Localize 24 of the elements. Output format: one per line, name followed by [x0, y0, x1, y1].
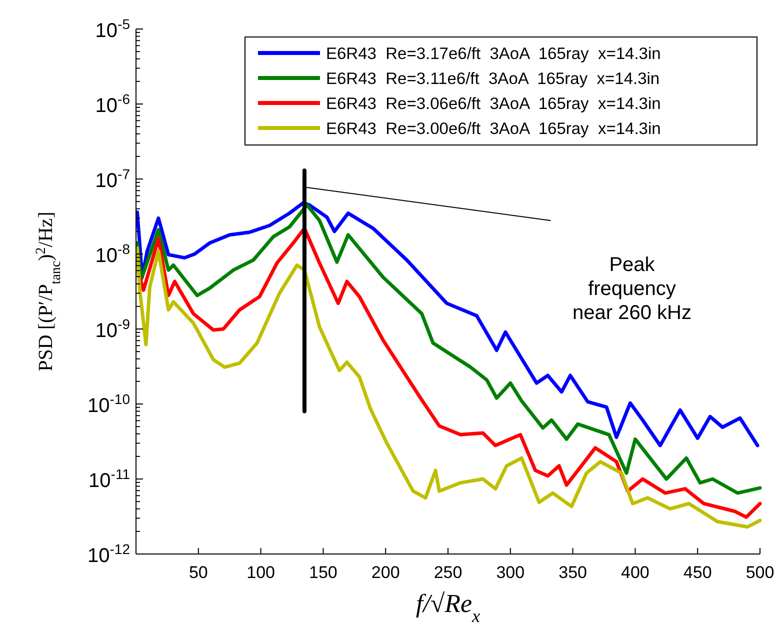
y-tick-label: 10$^{-6}$ — [95, 91, 130, 117]
legend-label: E6R43 Re=3.00e6/ft 3AoA 165ray x=14.3in — [326, 120, 661, 138]
y-tick-label: 10$^{-5}$ — [95, 16, 130, 42]
x-axis-title: f/√Re$_{x}$ — [416, 589, 480, 625]
y-tick-label: 10$^{-12}$ — [88, 541, 130, 567]
x-tick-label: 200 — [371, 563, 400, 582]
x-tick-label: 500 — [746, 563, 774, 582]
y-tick-label: 10$^{-7}$ — [95, 166, 130, 192]
x-tick-label: 350 — [558, 563, 587, 582]
x-tick-label: 250 — [434, 563, 462, 582]
x-tick-label: 150 — [309, 563, 338, 582]
legend-label: E6R43 Re=3.11e6/ft 3AoA 165ray x=14.3in — [326, 70, 660, 88]
y-tick-label: 10$^{-9}$ — [95, 316, 130, 342]
x-tick-label: 50 — [188, 563, 208, 582]
x-tick-label: 300 — [496, 563, 525, 582]
x-tick-label: 450 — [683, 563, 712, 582]
y-tick-label: 10$^{-11}$ — [88, 466, 130, 492]
y-tick-label: 10$^{-10}$ — [88, 391, 130, 417]
annotation: Peak frequency near 260 kHz — [572, 254, 692, 324]
legend-label: E6R43 Re=3.06e6/ft 3AoA 165ray x=14.3in — [326, 95, 661, 113]
legend-label: E6R43 Re=3.17e6/ft 3AoA 165ray x=14.3in — [326, 45, 661, 63]
y-tick-label: 10$^{-8}$ — [95, 241, 130, 267]
x-tick-label: 400 — [621, 563, 650, 582]
x-tick-label: 100 — [246, 563, 275, 582]
